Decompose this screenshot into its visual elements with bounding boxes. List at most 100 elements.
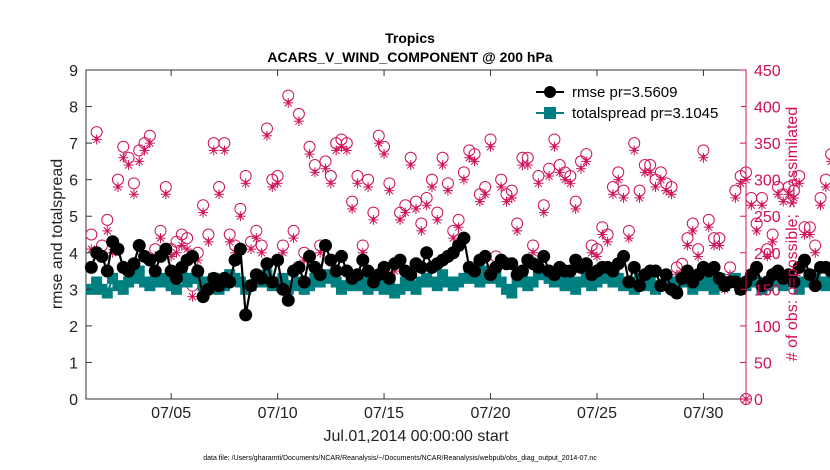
asterisk-stroke bbox=[444, 186, 452, 195]
asterisk-stroke bbox=[609, 190, 617, 199]
asterisk-stroke bbox=[545, 172, 553, 180]
x-tick-label: 07/10 bbox=[258, 405, 298, 422]
asterisk-stroke bbox=[779, 197, 788, 206]
rmse-point bbox=[281, 293, 295, 307]
asterisk-stroke bbox=[146, 139, 154, 147]
asterisk-stroke bbox=[507, 194, 516, 202]
assimilated-obs-marker bbox=[703, 222, 714, 233]
assimilated-obs-marker bbox=[187, 291, 198, 302]
rmse-point bbox=[329, 264, 343, 278]
assimilated-obs-marker bbox=[485, 141, 496, 152]
assimilated-obs-marker bbox=[634, 192, 645, 203]
asterisk-stroke bbox=[348, 205, 356, 213]
assimilated-obs-marker bbox=[176, 240, 187, 251]
assimilated-obs-marker bbox=[112, 181, 123, 192]
assimilated-obs-marker bbox=[464, 152, 475, 163]
rmse-point bbox=[622, 275, 636, 289]
assimilated-obs-marker bbox=[810, 247, 821, 258]
legend-rmse-marker bbox=[544, 86, 556, 98]
asterisk-stroke bbox=[268, 183, 277, 191]
asterisk-stroke bbox=[571, 205, 580, 213]
possible-obs-marker bbox=[819, 173, 830, 186]
y-tick-left-label: 9 bbox=[69, 63, 78, 80]
asterisk-stroke bbox=[635, 194, 644, 202]
y-axis-right-label: # of obs: o=possible; ∗=assimilated bbox=[784, 107, 801, 361]
totalspread-point bbox=[394, 283, 406, 295]
asterisk-stroke bbox=[406, 161, 415, 169]
asterisk-stroke bbox=[758, 201, 766, 210]
asterisk-stroke bbox=[454, 223, 463, 232]
asterisk-stroke bbox=[199, 208, 207, 217]
asterisk-stroke bbox=[124, 161, 133, 169]
assimilated-obs-marker bbox=[533, 178, 544, 189]
totalspread-point bbox=[383, 280, 395, 292]
totalspread-point bbox=[708, 283, 720, 295]
asterisk-stroke bbox=[295, 117, 303, 126]
asterisk-stroke bbox=[486, 142, 495, 151]
assimilated-obs-marker bbox=[586, 247, 597, 258]
y-tick-left-label: 6 bbox=[69, 173, 78, 190]
rmse-point bbox=[787, 275, 801, 289]
assimilated-obs-marker bbox=[134, 156, 145, 167]
rmse-point bbox=[276, 282, 290, 296]
y-tick-left-label: 4 bbox=[69, 246, 78, 263]
y-tick-left-label: 3 bbox=[69, 282, 78, 299]
assimilated-obs-marker bbox=[395, 214, 406, 225]
assimilated-obs-marker bbox=[794, 178, 805, 189]
rmse-point bbox=[303, 249, 317, 263]
legend-spread-marker bbox=[544, 107, 556, 119]
assimilated-obs-marker bbox=[256, 247, 267, 258]
assimilated-obs-marker bbox=[405, 160, 416, 171]
asterisk-stroke bbox=[417, 226, 426, 235]
assimilated-obs-marker bbox=[645, 167, 656, 178]
assimilated-obs-marker bbox=[251, 233, 262, 244]
assimilated-obs-marker bbox=[788, 192, 799, 203]
asterisk-stroke bbox=[380, 150, 388, 158]
legend-box bbox=[526, 78, 741, 126]
asterisk-stroke bbox=[172, 248, 181, 257]
rmse-point bbox=[244, 279, 258, 293]
assimilated-obs-marker bbox=[549, 141, 560, 152]
asterisk-stroke bbox=[140, 146, 149, 155]
asterisk-stroke bbox=[539, 208, 548, 217]
asterisk-stroke bbox=[646, 168, 655, 177]
asterisk-stroke bbox=[92, 135, 101, 144]
asterisk-stroke bbox=[523, 161, 532, 169]
assimilated-obs-marker bbox=[304, 149, 315, 160]
asterisk-stroke bbox=[795, 179, 804, 188]
totalspread-point bbox=[506, 287, 518, 299]
asterisk-stroke bbox=[188, 292, 197, 301]
rmse-point bbox=[265, 275, 279, 289]
asterisk-stroke bbox=[438, 161, 447, 169]
y-tick-left-label: 1 bbox=[69, 355, 78, 372]
asterisk-stroke bbox=[114, 183, 122, 191]
asterisk-stroke bbox=[241, 179, 250, 188]
rmse-point bbox=[297, 275, 311, 289]
assimilated-obs-marker bbox=[246, 244, 256, 255]
asterisk-stroke bbox=[332, 146, 341, 155]
assimilated-obs-marker bbox=[581, 156, 592, 167]
possible-obs-marker bbox=[127, 177, 140, 190]
asterisk-stroke bbox=[747, 201, 756, 210]
rmse-point bbox=[627, 260, 641, 274]
assimilated-obs-marker bbox=[373, 138, 384, 149]
asterisk-stroke bbox=[337, 142, 346, 151]
y-tick-right-label: 100 bbox=[754, 319, 781, 336]
assimilated-obs-marker bbox=[618, 192, 629, 203]
asterisk-stroke bbox=[353, 179, 362, 188]
rmse-point bbox=[563, 264, 577, 278]
assimilated-obs-marker bbox=[698, 152, 709, 163]
totalspread-point bbox=[170, 283, 182, 295]
rmse-point bbox=[707, 260, 721, 274]
x-tick-label: 07/30 bbox=[683, 405, 723, 422]
asterisk-stroke bbox=[252, 234, 261, 243]
asterisk-stroke bbox=[412, 205, 420, 213]
assimilated-obs-marker bbox=[815, 200, 826, 211]
assimilated-obs-marker bbox=[666, 189, 677, 200]
totalspread-point bbox=[133, 265, 145, 277]
assimilated-obs-marker bbox=[272, 178, 283, 189]
assimilated-obs-marker bbox=[602, 236, 613, 247]
assimilated-obs-marker bbox=[607, 189, 618, 200]
assimilated-obs-marker bbox=[331, 145, 342, 156]
asterisk-stroke bbox=[768, 237, 777, 246]
